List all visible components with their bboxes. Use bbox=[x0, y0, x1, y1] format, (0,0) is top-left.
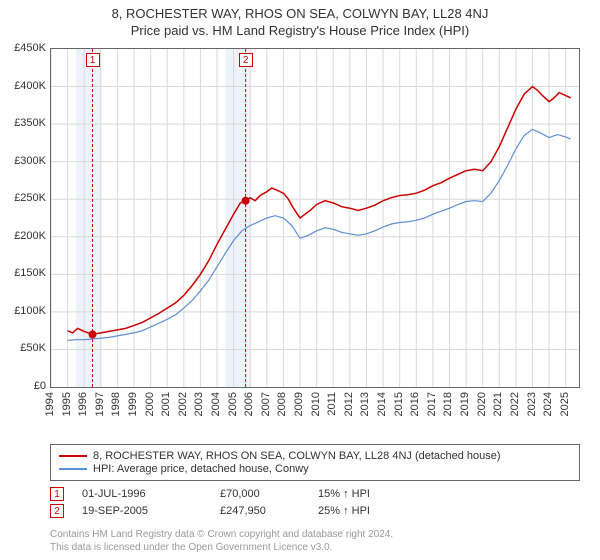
plot-svg bbox=[51, 49, 579, 387]
x-tick-label: 2007 bbox=[260, 392, 272, 416]
x-tick-label: 2024 bbox=[542, 392, 554, 416]
x-tick-label: 1994 bbox=[44, 392, 56, 416]
x-tick-label: 2004 bbox=[210, 392, 222, 416]
y-tick-label: £200K bbox=[2, 230, 46, 242]
y-axis-ticks: £0£50K£100K£150K£200K£250K£300K£350K£400… bbox=[2, 48, 46, 388]
footer-line-1: Contains HM Land Registry data © Crown c… bbox=[50, 528, 580, 541]
x-tick-label: 2016 bbox=[409, 392, 421, 416]
event-row: 1 01-JUL-1996 £70,000 15% ↑ HPI bbox=[50, 487, 580, 501]
legend-item: 8, ROCHESTER WAY, RHOS ON SEA, COLWYN BA… bbox=[59, 450, 571, 462]
legend: 8, ROCHESTER WAY, RHOS ON SEA, COLWYN BA… bbox=[50, 444, 580, 481]
x-tick-label: 2012 bbox=[343, 392, 355, 416]
legend-swatch bbox=[59, 468, 87, 470]
x-tick-label: 1997 bbox=[94, 392, 106, 416]
x-tick-label: 1996 bbox=[77, 392, 89, 416]
x-tick-label: 2022 bbox=[509, 392, 521, 416]
x-tick-label: 1999 bbox=[127, 392, 139, 416]
y-tick-label: £250K bbox=[2, 192, 46, 204]
event-price: £70,000 bbox=[220, 488, 300, 500]
title-main: 8, ROCHESTER WAY, RHOS ON SEA, COLWYN BA… bbox=[0, 6, 600, 21]
chart-area: £0£50K£100K£150K£200K£250K£300K£350K£400… bbox=[50, 48, 580, 408]
x-tick-label: 2023 bbox=[526, 392, 538, 416]
event-marker-1: 1 bbox=[86, 53, 100, 67]
footer: Contains HM Land Registry data © Crown c… bbox=[50, 528, 580, 554]
x-tick-label: 2003 bbox=[193, 392, 205, 416]
legend-label: HPI: Average price, detached house, Conw… bbox=[93, 463, 309, 475]
x-tick-label: 2015 bbox=[393, 392, 405, 416]
x-tick-label: 2021 bbox=[492, 392, 504, 416]
x-tick-label: 2002 bbox=[177, 392, 189, 416]
x-axis-ticks: 1994199519961997199819992000200120022003… bbox=[50, 388, 580, 428]
event-date: 01-JUL-1996 bbox=[82, 488, 202, 500]
x-tick-label: 2014 bbox=[376, 392, 388, 416]
y-tick-label: £350K bbox=[2, 117, 46, 129]
x-tick-label: 1998 bbox=[110, 392, 122, 416]
event-row: 2 19-SEP-2005 £247,950 25% ↑ HPI bbox=[50, 504, 580, 518]
events-table: 1 01-JUL-1996 £70,000 15% ↑ HPI 2 19-SEP-2005… bbox=[50, 484, 580, 521]
y-tick-label: £450K bbox=[2, 42, 46, 54]
chart-container: 8, ROCHESTER WAY, RHOS ON SEA, COLWYN BA… bbox=[0, 0, 600, 560]
event-pct: 25% ↑ HPI bbox=[318, 505, 438, 517]
footer-line-2: This data is licensed under the Open Gov… bbox=[50, 541, 580, 554]
x-tick-label: 2011 bbox=[326, 392, 338, 416]
legend-item: HPI: Average price, detached house, Conw… bbox=[59, 463, 571, 475]
y-tick-label: £100K bbox=[2, 305, 46, 317]
legend-swatch bbox=[59, 455, 87, 457]
event-marker-icon: 1 bbox=[50, 487, 64, 501]
x-tick-label: 2000 bbox=[144, 392, 156, 416]
title-sub: Price paid vs. HM Land Registry's House … bbox=[0, 23, 600, 38]
y-tick-label: £0 bbox=[2, 380, 46, 392]
x-tick-label: 2006 bbox=[243, 392, 255, 416]
x-tick-label: 2020 bbox=[476, 392, 488, 416]
y-tick-label: £300K bbox=[2, 155, 46, 167]
x-tick-label: 2008 bbox=[276, 392, 288, 416]
event-date: 19-SEP-2005 bbox=[82, 505, 202, 517]
y-tick-label: £400K bbox=[2, 80, 46, 92]
x-tick-label: 2017 bbox=[426, 392, 438, 416]
plot-area: 12 bbox=[50, 48, 580, 388]
x-tick-label: 2001 bbox=[160, 392, 172, 416]
x-tick-label: 2025 bbox=[559, 392, 571, 416]
legend-label: 8, ROCHESTER WAY, RHOS ON SEA, COLWYN BA… bbox=[93, 450, 501, 462]
y-tick-label: £50K bbox=[2, 342, 46, 354]
series-hpi bbox=[68, 129, 571, 340]
event-marker-2: 2 bbox=[239, 53, 253, 67]
y-tick-label: £150K bbox=[2, 267, 46, 279]
x-tick-label: 2009 bbox=[293, 392, 305, 416]
titles: 8, ROCHESTER WAY, RHOS ON SEA, COLWYN BA… bbox=[0, 0, 600, 38]
event-price: £247,950 bbox=[220, 505, 300, 517]
x-tick-label: 2005 bbox=[227, 392, 239, 416]
event-marker-icon: 2 bbox=[50, 504, 64, 518]
x-tick-label: 2010 bbox=[310, 392, 322, 416]
x-tick-label: 1995 bbox=[61, 392, 73, 416]
x-tick-label: 2019 bbox=[459, 392, 471, 416]
x-tick-label: 2013 bbox=[359, 392, 371, 416]
event-pct: 15% ↑ HPI bbox=[318, 488, 438, 500]
x-tick-label: 2018 bbox=[442, 392, 454, 416]
